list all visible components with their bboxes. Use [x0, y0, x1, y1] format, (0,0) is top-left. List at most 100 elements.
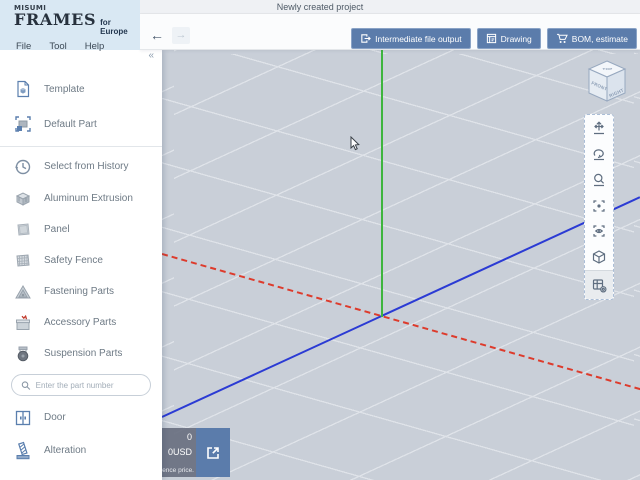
- search-icon: [21, 380, 31, 390]
- door-icon: [10, 407, 36, 429]
- drawing-button[interactable]: Drawing: [476, 28, 541, 49]
- rotate-button[interactable]: [585, 141, 613, 167]
- visibility-eye-icon: [593, 225, 605, 237]
- pan-button[interactable]: [585, 115, 613, 141]
- redo-button-disabled: →: [172, 27, 190, 44]
- safety-fence-icon: [10, 250, 36, 272]
- view-cube-top-label: TOP: [603, 68, 613, 71]
- bom-estimate-button[interactable]: BOM, estimate: [546, 28, 637, 49]
- sidebar-item-accessory-parts[interactable]: Accessory Parts: [0, 307, 162, 338]
- aluminum-extrusion-icon: [10, 188, 36, 210]
- fit-view-button[interactable]: [585, 193, 613, 219]
- undo-button[interactable]: ←: [150, 28, 164, 42]
- mouse-cursor: [350, 136, 360, 151]
- sidebar-item-select-from-history[interactable]: Select from History: [0, 150, 162, 183]
- sidebar-item-alteration[interactable]: Alteration: [0, 434, 162, 467]
- panel-icon: [10, 219, 36, 241]
- part-count: 0: [186, 432, 192, 442]
- button-label: BOM, estimate: [571, 33, 628, 44]
- sidebar-item-suspension-parts[interactable]: Suspension Parts: [0, 338, 162, 369]
- menu-tool[interactable]: Tool: [49, 41, 67, 52]
- zoom-button[interactable]: [585, 167, 613, 193]
- isometric-view-button[interactable]: [585, 244, 613, 270]
- button-label: Drawing: [500, 33, 532, 44]
- default-part-icon: [10, 113, 36, 135]
- back-arrow-icon: ←: [150, 27, 164, 43]
- sidebar-item-label: Aluminum Extrusion: [44, 193, 133, 204]
- reference-price-note: reference price.: [162, 467, 194, 474]
- sidebar-item-label: Safety Fence: [44, 255, 103, 266]
- template-icon: [10, 78, 36, 100]
- sidebar: « Template Default Part Select from Hi: [0, 50, 162, 480]
- part-number-input[interactable]: [35, 380, 141, 390]
- menu-bar: File Tool Help: [14, 40, 140, 53]
- sidebar-item-label: Select from History: [44, 161, 129, 172]
- for-europe-label: for Europe: [100, 18, 128, 36]
- sidebar-item-label: Alteration: [44, 445, 87, 456]
- sidebar-item-label: Door: [44, 412, 66, 423]
- sidebar-item-default-part[interactable]: Default Part: [0, 106, 162, 142]
- estimate-price: 0USD: [167, 447, 192, 457]
- view-cube[interactable]: TOP FRONT RIGHT: [584, 58, 630, 108]
- open-estimate-icon: [207, 446, 219, 459]
- frames-wordmark: FRAMES: [14, 10, 97, 29]
- open-estimate-button[interactable]: [196, 428, 230, 477]
- pan-icon: [594, 121, 604, 135]
- sidebar-item-label: Template: [44, 83, 85, 95]
- fit-view-icon: [593, 199, 605, 212]
- view-cube-right-label: RIGHT: [608, 88, 624, 99]
- sidebar-item-label: Fastening Parts: [44, 286, 115, 297]
- menu-help[interactable]: Help: [84, 41, 105, 52]
- export-icon: [361, 34, 371, 43]
- drawing-icon: [486, 33, 496, 44]
- viewport-3d[interactable]: TOP FRONT RIGHT: [162, 50, 640, 480]
- sidebar-separator: [0, 146, 162, 147]
- fastening-parts-icon: [10, 281, 36, 303]
- y-axis-green: [381, 50, 383, 317]
- misumi-logo: MISUMI: [14, 4, 47, 12]
- zoom-icon: [594, 173, 605, 186]
- z-axis-blue: [162, 196, 640, 418]
- sidebar-item-label: Accessory Parts: [44, 317, 117, 328]
- collapse-icon: «: [148, 50, 154, 61]
- part-number-search: [0, 369, 162, 401]
- isometric-cube-icon: [592, 250, 606, 264]
- action-bar: ← → Intermediate file output Drawing BOM…: [140, 14, 640, 50]
- price-info: 0 0USD reference price.: [162, 428, 196, 477]
- sidebar-nav: Template Default Part Select from Histor…: [0, 50, 162, 467]
- view-toolbar: [584, 114, 614, 300]
- alteration-icon: [10, 440, 36, 462]
- cart-icon: [556, 33, 568, 43]
- sidebar-item-safety-fence[interactable]: Safety Fence: [0, 245, 162, 276]
- sidebar-item-label: Panel: [44, 224, 70, 235]
- project-title: Newly created project: [276, 2, 364, 12]
- view-visibility-button[interactable]: [585, 218, 613, 244]
- accessory-parts-icon: [10, 312, 36, 334]
- display-settings-button[interactable]: [585, 270, 613, 299]
- sidebar-item-label: Suspension Parts: [44, 348, 123, 359]
- intermediate-file-output-button[interactable]: Intermediate file output: [351, 28, 471, 49]
- rotate-icon: [593, 149, 604, 160]
- sidebar-item-fastening-parts[interactable]: Fastening Parts: [0, 276, 162, 307]
- sidebar-item-aluminum-extrusion[interactable]: Aluminum Extrusion: [0, 183, 162, 214]
- sidebar-item-door[interactable]: Door: [0, 401, 162, 434]
- sidebar-item-template[interactable]: Template: [0, 72, 162, 106]
- sidebar-item-label: Default Part: [44, 118, 97, 130]
- price-overlay: 0 0USD reference price.: [162, 428, 230, 477]
- view-cube-right-face[interactable]: [606, 68, 626, 102]
- history-icon: [10, 156, 36, 178]
- sidebar-collapse-button[interactable]: «: [148, 50, 154, 61]
- forward-arrow-icon: →: [175, 29, 187, 41]
- action-buttons: Intermediate file output Drawing BOM, es…: [351, 28, 637, 49]
- logo-panel: MISUMI FRAMES for Europe File Tool Help: [0, 0, 140, 53]
- display-settings-icon: [592, 279, 607, 293]
- sidebar-item-panel[interactable]: Panel: [0, 214, 162, 245]
- menu-file[interactable]: File: [16, 41, 32, 52]
- frames-logo: FRAMES for Europe: [14, 10, 140, 36]
- button-label: Intermediate file output: [375, 33, 462, 44]
- x-axis-red: [162, 253, 640, 391]
- view-cube-front-label: FRONT: [591, 80, 609, 91]
- suspension-parts-icon: [10, 343, 36, 365]
- search-pill[interactable]: [11, 374, 151, 396]
